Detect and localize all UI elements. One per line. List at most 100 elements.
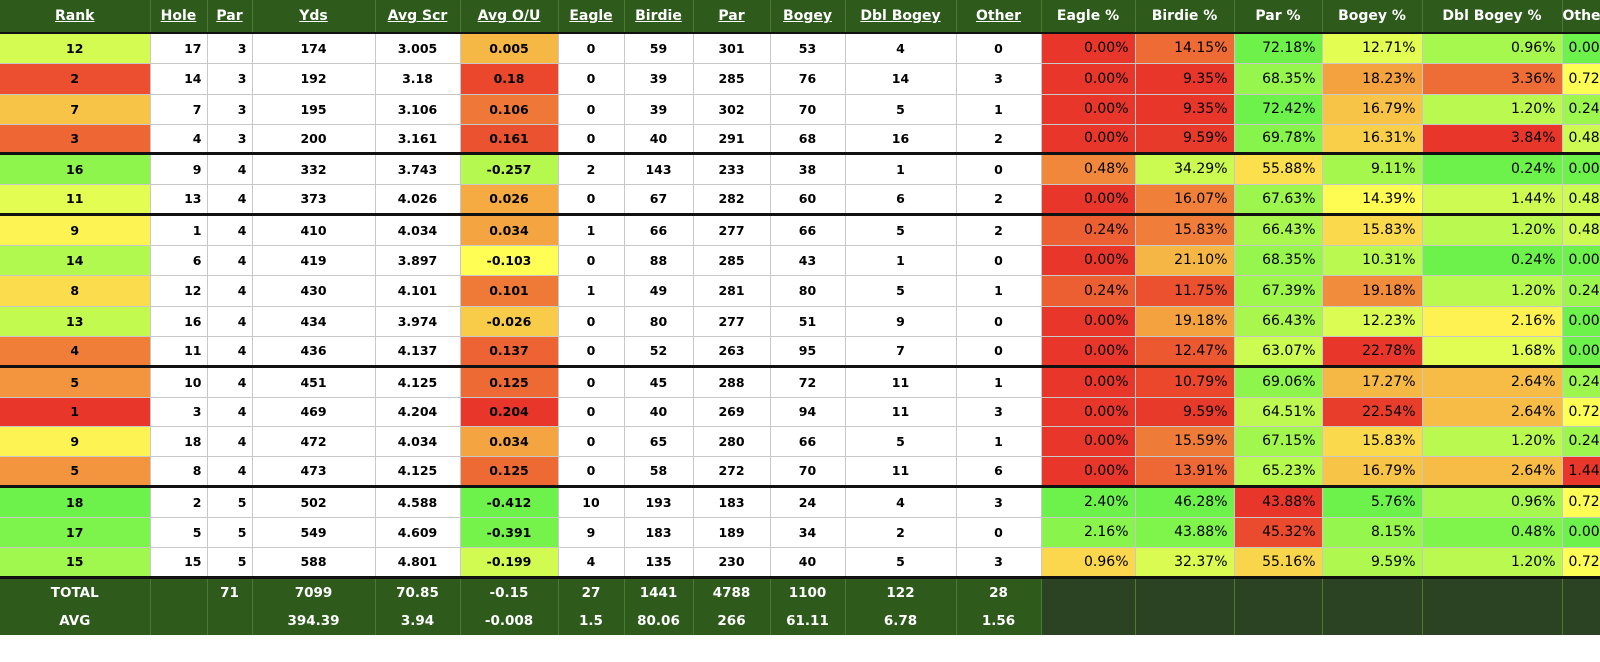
dbl-bogey-pct-cell: 2.16% — [1422, 306, 1563, 337]
header-yds[interactable]: Yds — [252, 0, 376, 33]
other-pct-cell: 0.24% — [1562, 275, 1600, 307]
par-pct-cell: 67.39% — [1234, 275, 1323, 307]
table-row: 18 2 5 502 4.588 -0.412 10 193 183 24 4 3 2.40% 46.28… — [0, 484, 1600, 518]
table-row: 9 18 4 472 4.034 0.034 0 65 280 66 5 1 0.00% 15.59% 67… — [0, 426, 1600, 457]
avg-empty-cell — [1322, 606, 1423, 635]
eagle-cell: 0 — [558, 364, 625, 398]
dbl-bogey-cell: 1 — [845, 151, 957, 185]
dbl-bogey-cell: 4 — [845, 484, 957, 518]
total-avg-ou: -0.15 — [460, 575, 559, 607]
header-bogey[interactable]: Bogey — [770, 0, 846, 33]
birdie-pct-cell: 19.18% — [1135, 306, 1235, 337]
par-pct-cell: 64.51% — [1234, 397, 1323, 427]
other-cell: 3 — [956, 547, 1042, 578]
dbl-bogey-cell: 5 — [845, 547, 957, 578]
avg-scr-cell: 4.801 — [375, 547, 461, 578]
birdie-cell: 59 — [624, 32, 694, 64]
header-rank[interactable]: Rank — [0, 0, 151, 33]
avg-empty-cell — [1562, 606, 1600, 635]
par-cell: 4 — [207, 184, 253, 215]
birdie-cell: 40 — [624, 124, 694, 154]
rank-cell: 5 — [0, 456, 151, 487]
birdie-cell: 65 — [624, 426, 694, 457]
eagle-cell: 0 — [558, 124, 625, 154]
hole-cell: 3 — [150, 397, 208, 427]
avg-avg-scr: 3.94 — [375, 606, 461, 635]
avg-scr-cell: 3.18 — [375, 63, 461, 95]
avg-scr-cell: 4.026 — [375, 184, 461, 215]
header-other[interactable]: Other — [956, 0, 1042, 33]
header-avg-ou[interactable]: Avg O/U — [460, 0, 559, 33]
birdie-cell: 39 — [624, 94, 694, 125]
bogey-cell: 76 — [770, 63, 846, 95]
eagle-pct-cell: 0.96% — [1041, 547, 1136, 578]
header-hole[interactable]: Hole — [150, 0, 208, 33]
other-pct-cell: 0.24% — [1562, 364, 1600, 398]
birdie-pct-cell: 16.07% — [1135, 184, 1235, 215]
eagle-pct-cell: 0.24% — [1041, 275, 1136, 307]
header-par-pct: Par % — [1234, 0, 1323, 33]
header-par-count[interactable]: Par — [693, 0, 771, 33]
eagle-pct-cell: 0.00% — [1041, 184, 1136, 215]
hole-cell: 18 — [150, 426, 208, 457]
header-birdie[interactable]: Birdie — [624, 0, 694, 33]
dbl-bogey-cell: 2 — [845, 517, 957, 548]
other-cell: 0 — [956, 336, 1042, 367]
header-avg-scr[interactable]: Avg Scr — [375, 0, 461, 33]
eagle-cell: 0 — [558, 63, 625, 95]
eagle-pct-cell: 0.00% — [1041, 245, 1136, 276]
header-eagle[interactable]: Eagle — [558, 0, 625, 33]
bogey-cell: 95 — [770, 336, 846, 367]
par-pct-cell: 55.88% — [1234, 151, 1323, 185]
par-pct-cell: 43.88% — [1234, 484, 1323, 518]
birdie-pct-cell: 10.79% — [1135, 364, 1235, 398]
avg-scr-cell: 4.101 — [375, 275, 461, 307]
dbl-bogey-pct-cell: 1.20% — [1422, 275, 1563, 307]
other-pct-cell: 0.48% — [1562, 184, 1600, 215]
avg-row: AVG 394.39 3.94 -0.008 1.5 80.06 266 61.… — [0, 606, 1600, 635]
dbl-bogey-cell: 5 — [845, 275, 957, 307]
table-row: 7 7 3 195 3.106 0.106 0 39 302 70 5 1 0.00% 9.35% 72.4… — [0, 94, 1600, 125]
birdie-cell: 52 — [624, 336, 694, 367]
par-count-cell: 277 — [693, 306, 771, 337]
avg-ou-cell: 0.204 — [460, 397, 559, 427]
header-dbl-bogey[interactable]: Dbl Bogey — [845, 0, 957, 33]
par-pct-cell: 69.78% — [1234, 124, 1323, 154]
bogey-pct-cell: 15.83% — [1322, 212, 1423, 246]
dbl-bogey-cell: 11 — [845, 364, 957, 398]
par-cell: 4 — [207, 275, 253, 307]
par-cell: 5 — [207, 517, 253, 548]
eagle-cell: 1 — [558, 212, 625, 246]
table-row: 12 17 3 174 3.005 0.005 0 59 301 53 4 0 0.00% 14.15% 7… — [0, 32, 1600, 64]
bogey-cell: 40 — [770, 547, 846, 578]
other-pct-cell: 0.00% — [1562, 336, 1600, 367]
dbl-bogey-pct-cell: 0.96% — [1422, 32, 1563, 64]
total-empty-cell — [1422, 575, 1563, 607]
hole-cell: 8 — [150, 456, 208, 487]
avg-ou-cell: -0.199 — [460, 547, 559, 578]
other-pct-cell: 0.48% — [1562, 212, 1600, 246]
total-other: 28 — [956, 575, 1042, 607]
hole-cell: 9 — [150, 151, 208, 185]
total-avg-scr: 70.85 — [375, 575, 461, 607]
bogey-cell: 53 — [770, 32, 846, 64]
yds-cell: 549 — [252, 517, 376, 548]
avg-par — [207, 606, 253, 635]
other-pct-cell: 0.72% — [1562, 547, 1600, 578]
eagle-cell: 0 — [558, 336, 625, 367]
par-cell: 4 — [207, 336, 253, 367]
total-par-count: 4788 — [693, 575, 771, 607]
eagle-pct-cell: 2.16% — [1041, 517, 1136, 548]
yds-cell: 192 — [252, 63, 376, 95]
yds-cell: 472 — [252, 426, 376, 457]
header-dbl-bogey-pct: Dbl Bogey % — [1422, 0, 1563, 33]
birdie-pct-cell: 15.59% — [1135, 426, 1235, 457]
par-count-cell: 189 — [693, 517, 771, 548]
par-count-cell: 183 — [693, 484, 771, 518]
eagle-cell: 4 — [558, 547, 625, 578]
other-pct-cell: 0.00% — [1562, 151, 1600, 185]
dbl-bogey-pct-cell: 2.64% — [1422, 456, 1563, 487]
total-birdie: 1441 — [624, 575, 694, 607]
rank-cell: 3 — [0, 124, 151, 154]
header-par[interactable]: Par — [207, 0, 253, 33]
